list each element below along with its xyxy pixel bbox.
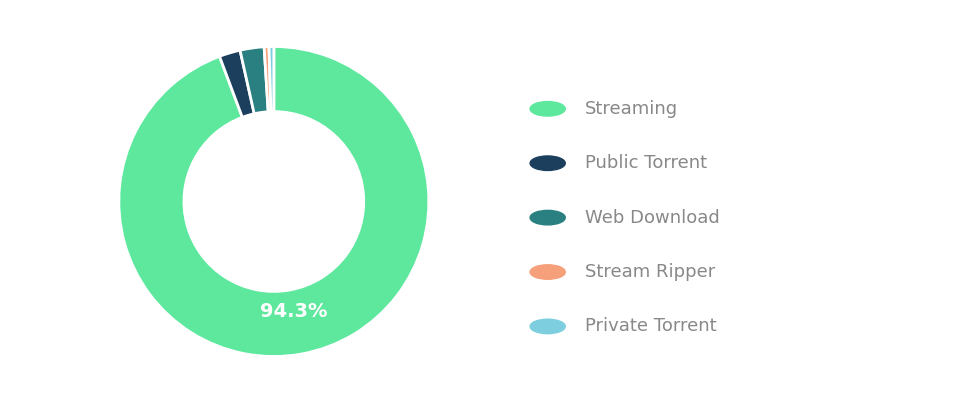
Text: Web Download: Web Download: [584, 209, 719, 226]
Wedge shape: [264, 47, 271, 112]
Wedge shape: [119, 46, 428, 357]
Wedge shape: [219, 50, 254, 117]
Text: Private Torrent: Private Torrent: [584, 318, 716, 335]
Wedge shape: [239, 47, 268, 114]
Text: Public Torrent: Public Torrent: [584, 154, 706, 172]
Wedge shape: [269, 46, 274, 112]
Text: 94.3%: 94.3%: [260, 302, 327, 321]
Text: Streaming: Streaming: [584, 100, 677, 118]
Text: Stream Ripper: Stream Ripper: [584, 263, 714, 281]
